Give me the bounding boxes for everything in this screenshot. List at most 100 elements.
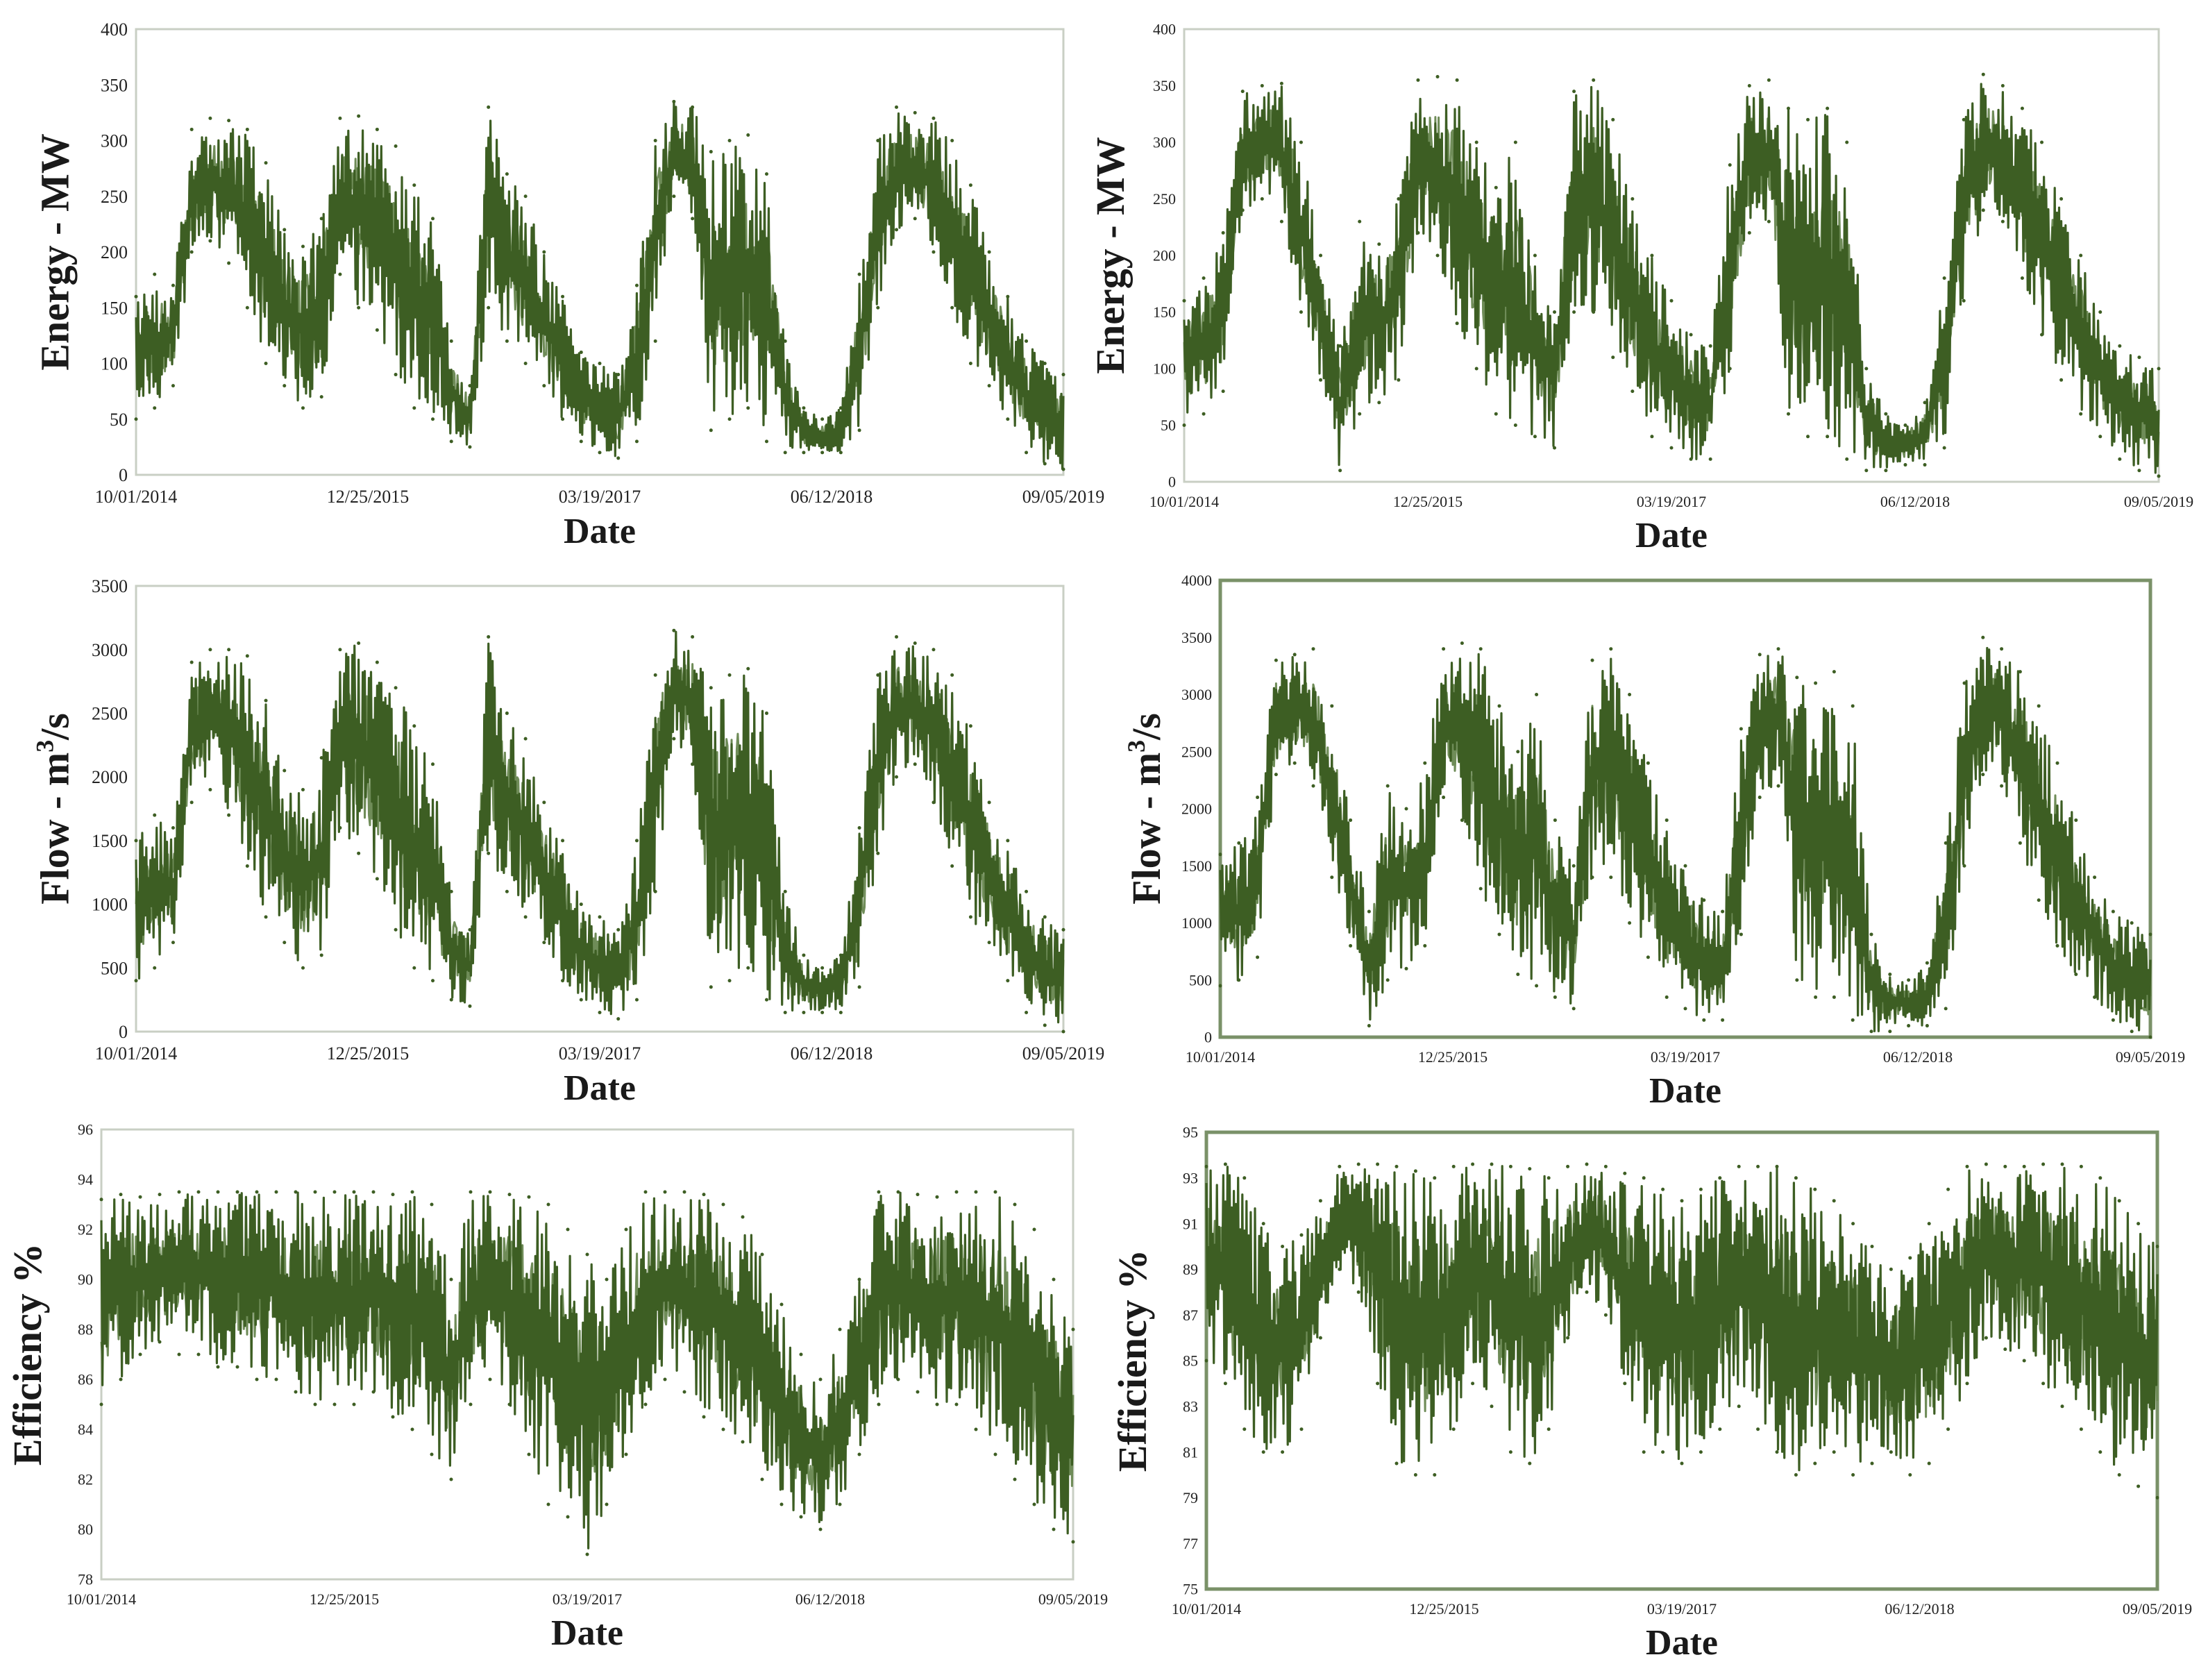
y-tick-label-flow-right-6: 3000 bbox=[1181, 686, 1212, 703]
y-tick-label-efficiency-left-0: 78 bbox=[78, 1571, 93, 1588]
y-tick-label-flow-left-5: 2500 bbox=[92, 704, 128, 724]
upper-point-energy-left-34 bbox=[764, 172, 768, 176]
upper-point-flow-right-0 bbox=[1218, 852, 1222, 857]
lower-point-efficiency-left-20 bbox=[488, 1377, 492, 1381]
lower-point-efficiency-right-5 bbox=[1299, 1427, 1304, 1431]
y-axis-title-efficiency-right: Efficiency % bbox=[1110, 1250, 1155, 1472]
upper-point-flow-left-18 bbox=[468, 927, 472, 932]
lower-point-energy-left-22 bbox=[542, 384, 546, 388]
lower-point-energy-right-50 bbox=[2157, 474, 2161, 478]
lower-point-flow-left-12 bbox=[357, 851, 361, 855]
y-tick-label-energy-left-1: 50 bbox=[110, 410, 128, 430]
lower-point-energy-right-32 bbox=[1806, 435, 1810, 439]
lower-point-efficiency-left-10 bbox=[294, 1390, 298, 1394]
y-tick-label-efficiency-right-6: 87 bbox=[1183, 1307, 1198, 1324]
lower-point-energy-right-45 bbox=[2059, 378, 2064, 382]
y-tick-label-flow-right-1: 500 bbox=[1189, 971, 1212, 989]
upper-point-efficiency-right-47 bbox=[2098, 1176, 2102, 1180]
upper-point-efficiency-left-4 bbox=[177, 1190, 181, 1194]
lower-point-energy-left-26 bbox=[616, 456, 621, 460]
upper-point-flow-left-17 bbox=[449, 889, 453, 893]
lower-point-efficiency-left-11 bbox=[313, 1402, 317, 1406]
lower-point-energy-right-43 bbox=[2020, 276, 2024, 280]
lower-point-efficiency-right-46 bbox=[2079, 1427, 2083, 1431]
chart-panel-efficiency-right: 75 77 79 81 83 85 87 89 91 93 95 10/01/2014 12/25/20… bbox=[1104, 1120, 2208, 1680]
lower-point-efficiency-left-39 bbox=[857, 1452, 861, 1456]
chart-panel-energy-left: 0 50 100 150 200 250 300 350 400 10/01/2014 12/25/… bbox=[0, 0, 1104, 560]
upper-point-flow-right-49 bbox=[2130, 921, 2134, 925]
lower-point-energy-right-8 bbox=[1338, 469, 1342, 473]
lower-point-energy-right-37 bbox=[1903, 463, 1907, 467]
upper-point-efficiency-left-28 bbox=[643, 1190, 648, 1194]
lower-point-energy-right-3 bbox=[1240, 208, 1245, 212]
upper-point-efficiency-left-16 bbox=[410, 1190, 414, 1194]
upper-point-efficiency-right-16 bbox=[1508, 1164, 1512, 1168]
lower-point-flow-right-2 bbox=[1256, 955, 1260, 959]
lower-point-energy-left-47 bbox=[1006, 417, 1010, 421]
lower-point-flow-left-23 bbox=[561, 979, 565, 983]
x-tick-label-efficiency-right-4: 09/05/2019 bbox=[2123, 1600, 2192, 1618]
upper-point-efficiency-left-14 bbox=[371, 1190, 376, 1194]
lower-point-efficiency-right-3 bbox=[1261, 1450, 1265, 1454]
upper-point-energy-left-5 bbox=[227, 119, 231, 123]
lower-point-efficiency-left-49 bbox=[1052, 1527, 1056, 1531]
lower-point-efficiency-left-29 bbox=[663, 1377, 667, 1381]
upper-point-flow-right-33 bbox=[1832, 670, 1836, 674]
upper-point-flow-left-28 bbox=[653, 673, 657, 677]
y-tick-label-efficiency-right-3: 81 bbox=[1183, 1443, 1198, 1461]
upper-point-efficiency-left-21 bbox=[507, 1193, 512, 1197]
lower-point-flow-right-34 bbox=[1851, 1018, 1855, 1022]
chart-panel-energy-right bbox=[0, 0, 1104, 560]
lower-point-efficiency-right-13 bbox=[1451, 1427, 1456, 1431]
x-tick-label-energy-left-4: 09/05/2019 bbox=[1022, 487, 1104, 507]
upper-point-efficiency-left-35 bbox=[779, 1302, 784, 1307]
x-tick-label-efficiency-left-1: 12/25/2015 bbox=[310, 1590, 379, 1608]
upper-point-energy-left-31 bbox=[709, 150, 713, 154]
y-tick-label-energy-right-7: 350 bbox=[1153, 77, 1176, 94]
lower-point-efficiency-right-17 bbox=[1528, 1461, 1532, 1465]
upper-point-energy-left-43 bbox=[932, 116, 936, 120]
lower-point-flow-left-25 bbox=[598, 1010, 602, 1014]
lower-point-flow-right-10 bbox=[1404, 966, 1408, 971]
lower-point-energy-right-10 bbox=[1377, 401, 1381, 405]
lower-point-energy-right-7 bbox=[1319, 378, 1323, 382]
upper-point-flow-right-47 bbox=[2093, 875, 2097, 880]
x-tick-label-efficiency-right-3: 06/12/2018 bbox=[1885, 1600, 1954, 1618]
upper-point-flow-right-34 bbox=[1851, 704, 1855, 708]
lower-point-energy-left-13 bbox=[375, 328, 379, 332]
lower-point-flow-left-26 bbox=[616, 1017, 621, 1021]
upper-point-flow-right-42 bbox=[2000, 647, 2004, 651]
y-tick-label-flow-right-3: 1500 bbox=[1181, 857, 1212, 875]
lower-point-flow-left-46 bbox=[987, 941, 991, 945]
upper-point-energy-right-26 bbox=[1689, 333, 1693, 337]
upper-point-flow-right-48 bbox=[2111, 909, 2115, 914]
upper-point-flow-right-35 bbox=[1869, 932, 1873, 936]
upper-point-flow-right-3 bbox=[1274, 658, 1278, 662]
lower-point-flow-left-1 bbox=[153, 966, 157, 970]
upper-point-flow-right-22 bbox=[1628, 693, 1632, 696]
upper-point-flow-left-31 bbox=[709, 686, 713, 690]
lower-point-efficiency-left-47 bbox=[1013, 1477, 1017, 1481]
chart-panel-efficiency-left: 78 80 82 84 86 88 90 92 94 96 10/01/2014 12/25/2015… bbox=[0, 1120, 1108, 1680]
upper-point-flow-right-30 bbox=[1776, 647, 1780, 651]
lower-point-energy-right-13 bbox=[1435, 253, 1440, 258]
y-tick-label-energy-left-6: 300 bbox=[101, 131, 128, 151]
upper-point-energy-left-26 bbox=[616, 373, 621, 377]
y-tick-label-flow-left-4: 2000 bbox=[92, 767, 128, 787]
x-axis-title-efficiency-right: Date bbox=[1646, 1623, 1718, 1663]
lower-point-flow-right-12 bbox=[1442, 796, 1446, 800]
upper-point-flow-right-40 bbox=[1962, 681, 1966, 685]
lower-point-efficiency-right-14 bbox=[1471, 1381, 1475, 1386]
lower-point-efficiency-right-8 bbox=[1356, 1290, 1360, 1294]
lower-point-energy-left-34 bbox=[764, 439, 768, 444]
upper-point-energy-right-46 bbox=[2079, 253, 2083, 258]
upper-point-energy-right-13 bbox=[1435, 74, 1440, 78]
upper-point-flow-right-50 bbox=[2148, 932, 2152, 936]
upper-point-flow-left-9 bbox=[301, 787, 305, 791]
upper-point-flow-right-5 bbox=[1311, 647, 1315, 651]
upper-point-flow-left-7 bbox=[264, 698, 268, 703]
lower-point-flow-left-5 bbox=[227, 813, 231, 817]
x-axis-title-flow-right: Date bbox=[1649, 1071, 1721, 1111]
lower-point-flow-right-37 bbox=[1907, 1024, 1911, 1028]
lower-point-flow-left-29 bbox=[672, 737, 676, 741]
